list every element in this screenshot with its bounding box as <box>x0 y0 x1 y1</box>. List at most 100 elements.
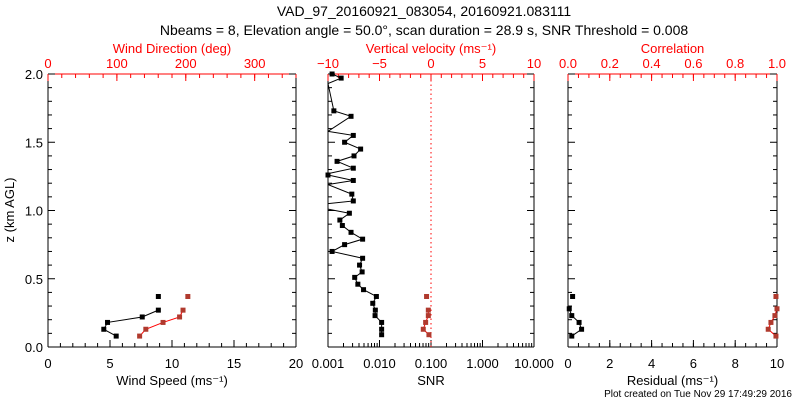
data-point-snr <box>352 274 358 280</box>
data-point-snr <box>342 139 348 145</box>
data-point-snr <box>379 332 385 338</box>
data-point-snr <box>355 281 361 287</box>
data-point-snr <box>325 172 331 178</box>
x-tick-label: 10.000 <box>514 356 554 371</box>
data-point-vertical-velocity <box>425 307 431 313</box>
data-point-snr <box>360 255 366 261</box>
data-point-snr <box>379 319 385 325</box>
data-point-snr <box>350 177 356 183</box>
data-point-snr <box>372 313 378 319</box>
x-tick-label: 10 <box>165 356 179 371</box>
x-tick-label: 20 <box>289 356 303 371</box>
x-tick-label: 0.001 <box>312 356 345 371</box>
top-tick-label: 100 <box>106 56 128 71</box>
data-point-snr <box>339 223 345 229</box>
data-point-correlation <box>773 293 779 299</box>
data-point-snr <box>351 153 357 159</box>
y-tick-label: 1.0 <box>25 204 43 219</box>
data-point-vertical-velocity <box>424 293 430 299</box>
top-tick-label: 0.6 <box>684 56 702 71</box>
data-point-residual <box>566 306 572 312</box>
data-point-snr <box>342 242 348 248</box>
data-point-wind-direction <box>137 333 143 339</box>
data-point-snr <box>359 269 365 275</box>
x-tick-label: 0.100 <box>415 356 448 371</box>
data-point-wind-direction <box>143 326 149 332</box>
y-tick-label: 1.5 <box>25 135 43 150</box>
data-point-wind-speed <box>139 314 145 320</box>
data-point-snr <box>348 229 354 235</box>
data-point-wind-speed <box>113 333 119 339</box>
panel-3: 0 2 4 6 8 10 0.0 0.2 0.4 0.6 0.8 1.0 Residual (ms⁻¹)… <box>559 41 786 388</box>
data-point-snr <box>370 300 376 306</box>
data-point-vertical-velocity <box>423 319 429 325</box>
data-point-snr <box>350 132 356 138</box>
data-point-wind-speed <box>101 326 107 332</box>
top-tick-label: −10 <box>317 56 339 71</box>
data-point-snr <box>337 217 343 223</box>
top-tick-label: −5 <box>372 56 387 71</box>
data-point-vertical-velocity <box>425 313 431 319</box>
data-point-wind-direction <box>160 319 166 325</box>
top-tick-label: 1.0 <box>768 56 786 71</box>
x-tick-label: 6 <box>690 356 697 371</box>
data-point-wind-direction <box>177 314 183 320</box>
figure-title: VAD_97_20160921_083054, 20160921.083111 <box>277 3 571 19</box>
data-point-residual <box>569 333 575 339</box>
data-point-snr <box>350 198 356 204</box>
data-point-snr <box>360 236 366 242</box>
data-point-snr <box>348 113 354 119</box>
data-point-correlation <box>773 333 779 339</box>
x-axis-title: SNR <box>417 373 444 388</box>
y-tick-label: 0.5 <box>25 272 43 287</box>
data-point-snr <box>331 108 337 114</box>
data-point-snr <box>373 293 379 299</box>
top-tick-label: 0 <box>427 56 434 71</box>
data-point-residual <box>579 326 585 332</box>
x-axis-title: Wind Speed (ms⁻¹) <box>116 373 228 388</box>
data-point-vertical-velocity <box>420 326 426 332</box>
top-axis-title: Wind Direction (deg) <box>113 41 232 56</box>
data-point-correlation <box>768 319 774 325</box>
data-point-snr <box>329 248 335 254</box>
x-tick-label: 8 <box>732 356 739 371</box>
x-axis-title: Residual (ms⁻¹) <box>627 373 718 388</box>
x-tick-label: 0 <box>44 356 51 371</box>
data-point-snr <box>349 191 355 197</box>
x-tick-label: 0.010 <box>363 356 396 371</box>
top-tick-label: 0.0 <box>559 56 577 71</box>
top-axis-title: Vertical velocity (ms⁻¹) <box>366 41 496 56</box>
y-tick-label: 2.0 <box>25 67 43 82</box>
x-tick-label: 0 <box>564 356 571 371</box>
series-line-snr <box>328 73 383 335</box>
data-point-snr <box>372 307 378 313</box>
data-point-wind-speed <box>155 307 161 313</box>
top-axis-title: Correlation <box>641 41 705 56</box>
top-tick-label: 0.8 <box>726 56 744 71</box>
x-tick-label: 2 <box>606 356 613 371</box>
footer-timestamp: Plot created on Tue Nov 29 17:49:29 2016 <box>604 389 792 400</box>
top-tick-label: 0.2 <box>601 56 619 71</box>
data-point-residual <box>569 313 575 319</box>
top-tick-label: 5 <box>479 56 486 71</box>
data-point-residual <box>576 319 582 325</box>
data-point-snr <box>361 287 367 293</box>
figure-subtitle: Nbeams = 8, Elevation angle = 50.0°, sca… <box>160 22 689 38</box>
data-point-correlation <box>774 306 780 312</box>
panel-2: 0.001 0.010 0.100 1.000 10.000 −10 −5 0 5 10 SNR Ve… <box>312 41 554 388</box>
y-tick-label: 0.0 <box>25 340 43 355</box>
x-tick-label: 10 <box>770 356 784 371</box>
data-point-wind-direction <box>185 293 191 299</box>
data-point-vertical-velocity <box>426 332 432 338</box>
top-tick-label: 200 <box>175 56 197 71</box>
x-tick-label: 15 <box>227 356 241 371</box>
x-tick-label: 5 <box>106 356 113 371</box>
data-point-snr <box>357 262 363 268</box>
x-tick-label: 1.000 <box>466 356 499 371</box>
top-tick-label: 10 <box>527 56 541 71</box>
series-line-wind-speed <box>103 309 159 337</box>
data-point-correlation <box>772 313 778 319</box>
data-point-wind-direction <box>180 307 186 313</box>
